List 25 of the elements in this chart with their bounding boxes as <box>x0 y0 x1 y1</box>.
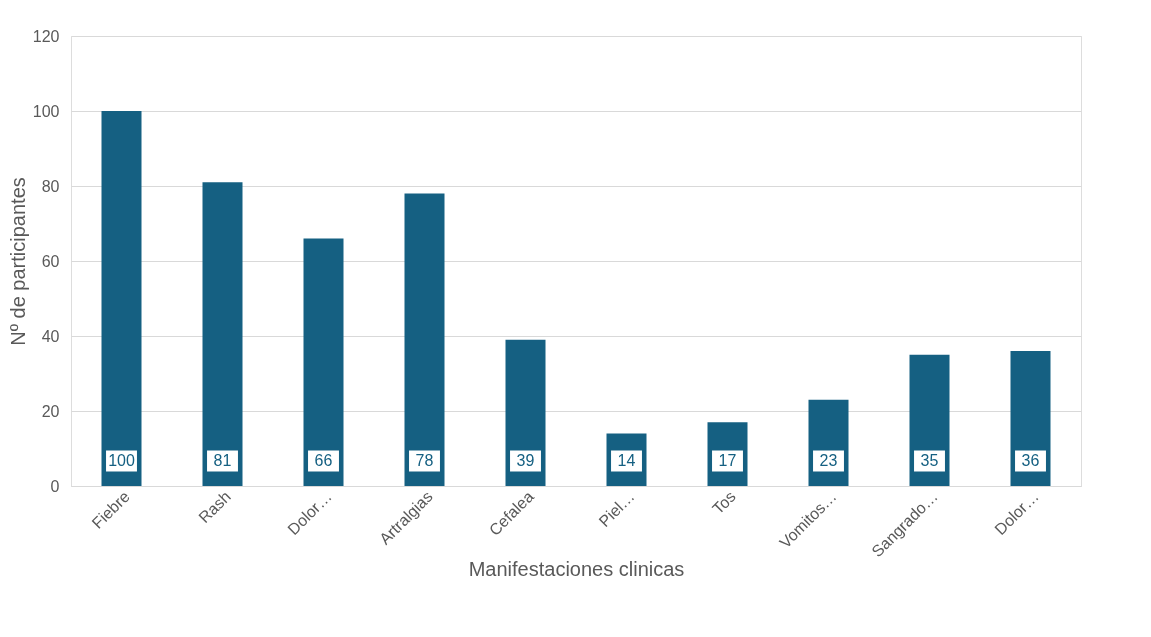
data-label: 23 <box>819 452 838 469</box>
y-tick-label: 80 <box>41 177 60 195</box>
bar <box>404 193 445 486</box>
data-label: 100 <box>108 452 135 469</box>
data-label: 66 <box>314 452 333 469</box>
x-tick-label: Tos <box>709 487 739 518</box>
y-tick-label: 60 <box>41 252 60 270</box>
y-tick-label: 120 <box>32 27 60 45</box>
data-label: 78 <box>415 452 434 469</box>
bar <box>505 339 546 486</box>
data-label: 36 <box>1021 452 1040 469</box>
y-axis-title: Nº de participantes <box>6 177 29 346</box>
x-axis-title: Manifestaciones clinicas <box>468 558 685 581</box>
data-label: 81 <box>213 452 232 469</box>
y-tick-label: 40 <box>41 327 60 345</box>
y-tick-label: 20 <box>41 402 60 420</box>
data-label: 35 <box>920 452 939 469</box>
bar <box>202 182 243 486</box>
bar <box>101 111 142 486</box>
bar <box>303 238 344 486</box>
data-label: 17 <box>718 452 737 469</box>
y-tick-label: 0 <box>50 477 60 495</box>
data-label: 14 <box>617 452 636 469</box>
data-label: 39 <box>516 452 535 469</box>
y-tick-label: 100 <box>32 102 60 120</box>
